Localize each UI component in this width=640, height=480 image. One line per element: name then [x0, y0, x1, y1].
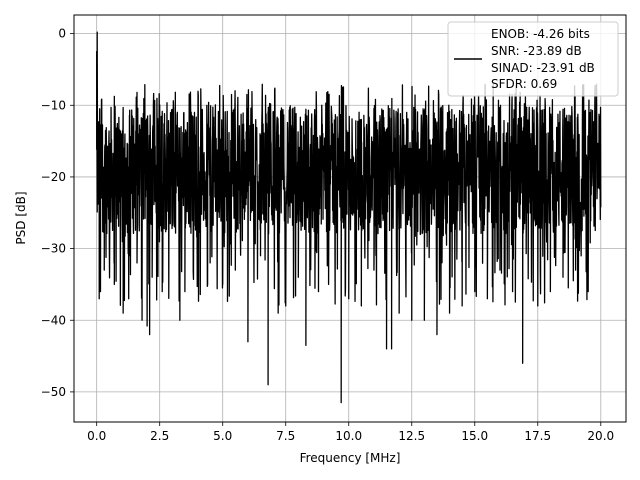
- legend-enob: ENOB: -4.26 bits: [491, 27, 590, 41]
- x-tick-label: 5.0: [213, 429, 232, 443]
- x-tick-label: 10.0: [335, 429, 362, 443]
- y-tick-label: −20: [41, 170, 66, 184]
- y-tick-label: −30: [41, 242, 66, 256]
- y-axis-ticks: 0 −10 −20 −30 −40 −50: [41, 27, 74, 399]
- y-tick-label: −50: [41, 385, 66, 399]
- psd-line: [96, 31, 602, 404]
- legend-snr: SNR: -23.89 dB: [491, 44, 582, 58]
- y-tick-label: −10: [41, 98, 66, 112]
- x-tick-label: 7.5: [276, 429, 295, 443]
- y-tick-label: 0: [58, 27, 66, 41]
- x-tick-label: 2.5: [150, 429, 169, 443]
- x-axis-label: Frequency [MHz]: [300, 451, 401, 465]
- x-tick-label: 17.5: [524, 429, 551, 443]
- legend: ENOB: -4.26 bits SNR: -23.89 dB SINAD: -…: [447, 21, 619, 97]
- legend-sinad: SINAD: -23.91 dB: [491, 61, 595, 75]
- x-tick-label: 20.0: [587, 429, 614, 443]
- x-tick-label: 15.0: [461, 429, 488, 443]
- y-tick-label: −40: [41, 313, 66, 327]
- axes-frame: [73, 14, 627, 423]
- y-axis-label: PSD [dB]: [14, 191, 28, 244]
- x-axis-ticks: 0.0 2.5 5.0 7.5 10.0 12.5 15.0 17.5 20.0: [87, 422, 614, 443]
- x-tick-label: 12.5: [398, 429, 425, 443]
- psd-trace: [96, 31, 602, 404]
- legend-sfdr: SFDR: 0.69: [491, 77, 557, 91]
- x-tick-label: 0.0: [87, 429, 106, 443]
- legend-box: [447, 21, 619, 97]
